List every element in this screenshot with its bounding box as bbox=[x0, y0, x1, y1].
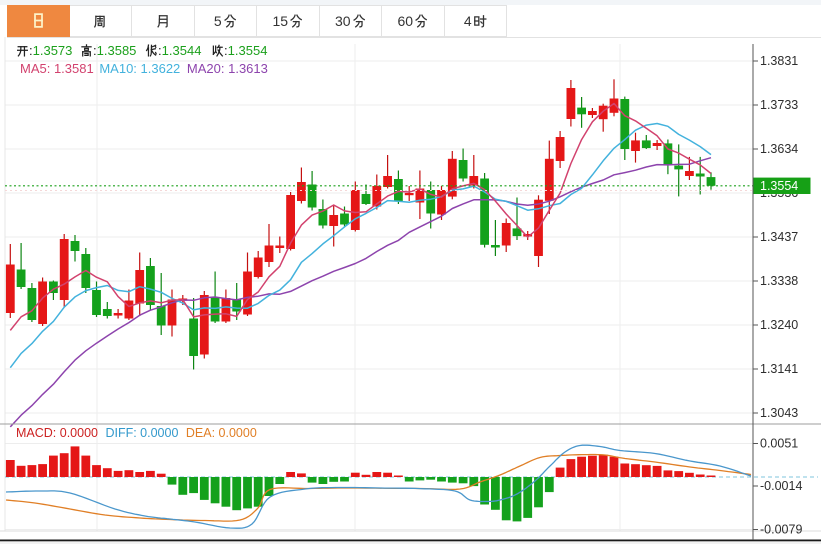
svg-text:1.3240: 1.3240 bbox=[760, 318, 798, 332]
svg-text:0.0051: 0.0051 bbox=[760, 437, 798, 451]
svg-text:1.3634: 1.3634 bbox=[760, 142, 798, 156]
svg-text:-0.0014: -0.0014 bbox=[760, 479, 802, 493]
svg-text:1.3437: 1.3437 bbox=[760, 230, 798, 244]
svg-text:1.3043: 1.3043 bbox=[760, 406, 798, 420]
svg-text:1.3141: 1.3141 bbox=[760, 362, 798, 376]
svg-text:1.3733: 1.3733 bbox=[760, 98, 798, 112]
svg-text:1.3554: 1.3554 bbox=[760, 179, 798, 193]
svg-text:1.3338: 1.3338 bbox=[760, 274, 798, 288]
svg-text:1.3831: 1.3831 bbox=[760, 54, 798, 68]
svg-text:-0.0079: -0.0079 bbox=[760, 523, 802, 537]
